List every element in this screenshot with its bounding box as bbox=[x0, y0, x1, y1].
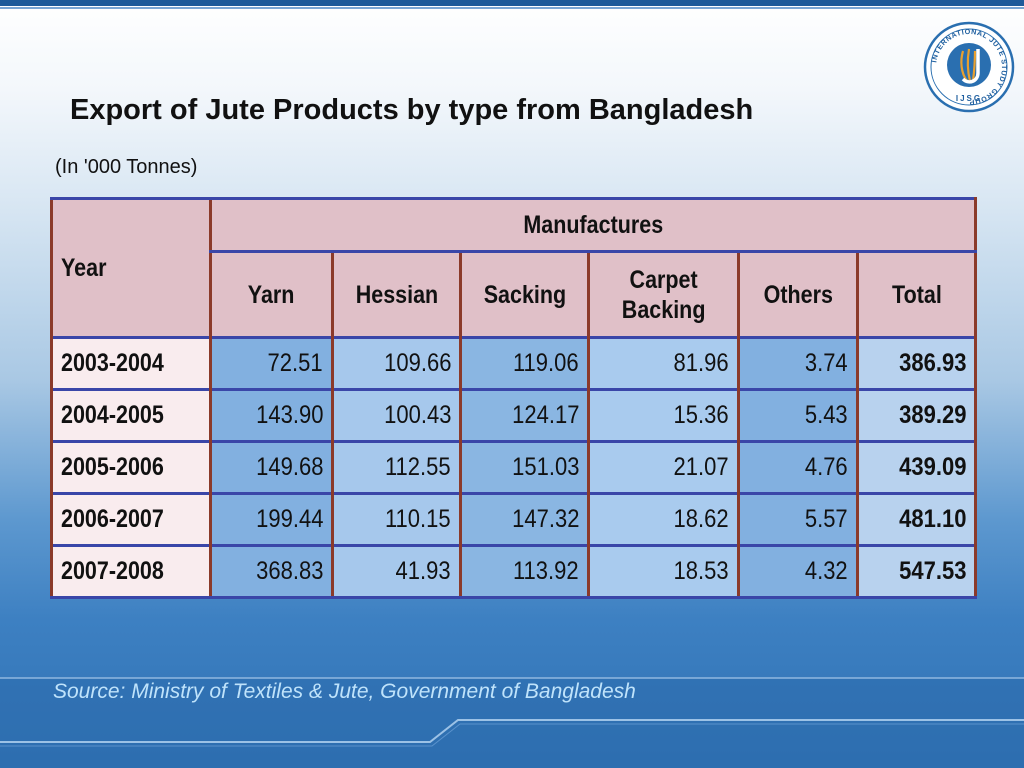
header-yarn: Yarn bbox=[209, 251, 333, 338]
top-accent-bar bbox=[0, 0, 1024, 6]
year-cell: 2006-2007 bbox=[50, 492, 211, 546]
total-cell: 439.09 bbox=[855, 440, 978, 494]
table-row: 2004-2005 143.90 100.43 124.17 15.36 5.4… bbox=[50, 388, 978, 442]
total-cell: 389.29 bbox=[855, 388, 978, 442]
hessian-cell: 41.93 bbox=[331, 544, 461, 599]
total-cell: 386.93 bbox=[855, 336, 978, 390]
total-cell: 481.10 bbox=[855, 492, 978, 546]
table-row: 2005-2006 149.68 112.55 151.03 21.07 4.7… bbox=[50, 440, 978, 494]
others-cell: 4.32 bbox=[737, 544, 858, 599]
table-row: 2006-2007 199.44 110.15 147.32 18.62 5.5… bbox=[50, 492, 978, 546]
yarn-cell: 143.90 bbox=[209, 388, 333, 442]
source-note: Source: Ministry of Textiles & Jute, Gov… bbox=[53, 680, 636, 703]
sacking-cell: 124.17 bbox=[459, 388, 589, 442]
year-cell: 2005-2006 bbox=[50, 440, 211, 494]
hessian-cell: 109.66 bbox=[331, 336, 461, 390]
sacking-cell: 113.92 bbox=[459, 544, 589, 599]
header-total: Total bbox=[855, 251, 978, 338]
jute-exports-table: Year Manufactures Yarn Hessian Sacking C… bbox=[50, 197, 978, 599]
header-carpet-backing: Carpet Backing bbox=[587, 251, 739, 338]
header-year: Year bbox=[50, 197, 211, 338]
footer-band bbox=[0, 677, 1024, 768]
carpet-backing-cell: 81.96 bbox=[587, 336, 739, 390]
hessian-cell: 110.15 bbox=[331, 492, 461, 546]
carpet-backing-cell: 18.62 bbox=[587, 492, 739, 546]
yarn-cell: 199.44 bbox=[209, 492, 333, 546]
logo-abbr: IJSG bbox=[956, 94, 982, 103]
others-cell: 4.76 bbox=[737, 440, 858, 494]
others-cell: 3.74 bbox=[737, 336, 858, 390]
yarn-cell: 72.51 bbox=[209, 336, 333, 390]
sacking-cell: 119.06 bbox=[459, 336, 589, 390]
carpet-backing-cell: 15.36 bbox=[587, 388, 739, 442]
slide-title: Export of Jute Products by type from Ban… bbox=[70, 94, 754, 126]
header-row-group: Year Manufactures bbox=[50, 197, 978, 338]
year-cell: 2007-2008 bbox=[50, 544, 211, 599]
others-cell: 5.43 bbox=[737, 388, 858, 442]
table-row: 2003-2004 72.51 109.66 119.06 81.96 3.74… bbox=[50, 336, 978, 390]
hessian-cell: 100.43 bbox=[331, 388, 461, 442]
sacking-cell: 147.32 bbox=[459, 492, 589, 546]
table-row: 2007-2008 368.83 41.93 113.92 18.53 4.32… bbox=[50, 544, 978, 599]
carpet-backing-cell: 18.53 bbox=[587, 544, 739, 599]
yarn-cell: 149.68 bbox=[209, 440, 333, 494]
header-sacking: Sacking bbox=[459, 251, 589, 338]
others-cell: 5.57 bbox=[737, 492, 858, 546]
carpet-backing-cell: 21.07 bbox=[587, 440, 739, 494]
header-others: Others bbox=[737, 251, 858, 338]
header-row-columns: Yarn Hessian Sacking Carpet Backing Othe… bbox=[52, 251, 978, 338]
yarn-cell: 368.83 bbox=[209, 544, 333, 599]
sacking-cell: 151.03 bbox=[459, 440, 589, 494]
total-cell: 547.53 bbox=[855, 544, 978, 599]
ijsg-logo: INTERNATIONAL JUTE STUDY GROUP IJSG bbox=[923, 21, 1015, 113]
year-cell: 2003-2004 bbox=[50, 336, 211, 390]
hessian-cell: 112.55 bbox=[331, 440, 461, 494]
year-cell: 2004-2005 bbox=[50, 388, 211, 442]
header-manufactures: Manufactures bbox=[208, 197, 978, 253]
top-accent-line bbox=[0, 7, 1024, 9]
units-note: (In '000 Tonnes) bbox=[55, 156, 198, 178]
header-hessian: Hessian bbox=[331, 251, 461, 338]
